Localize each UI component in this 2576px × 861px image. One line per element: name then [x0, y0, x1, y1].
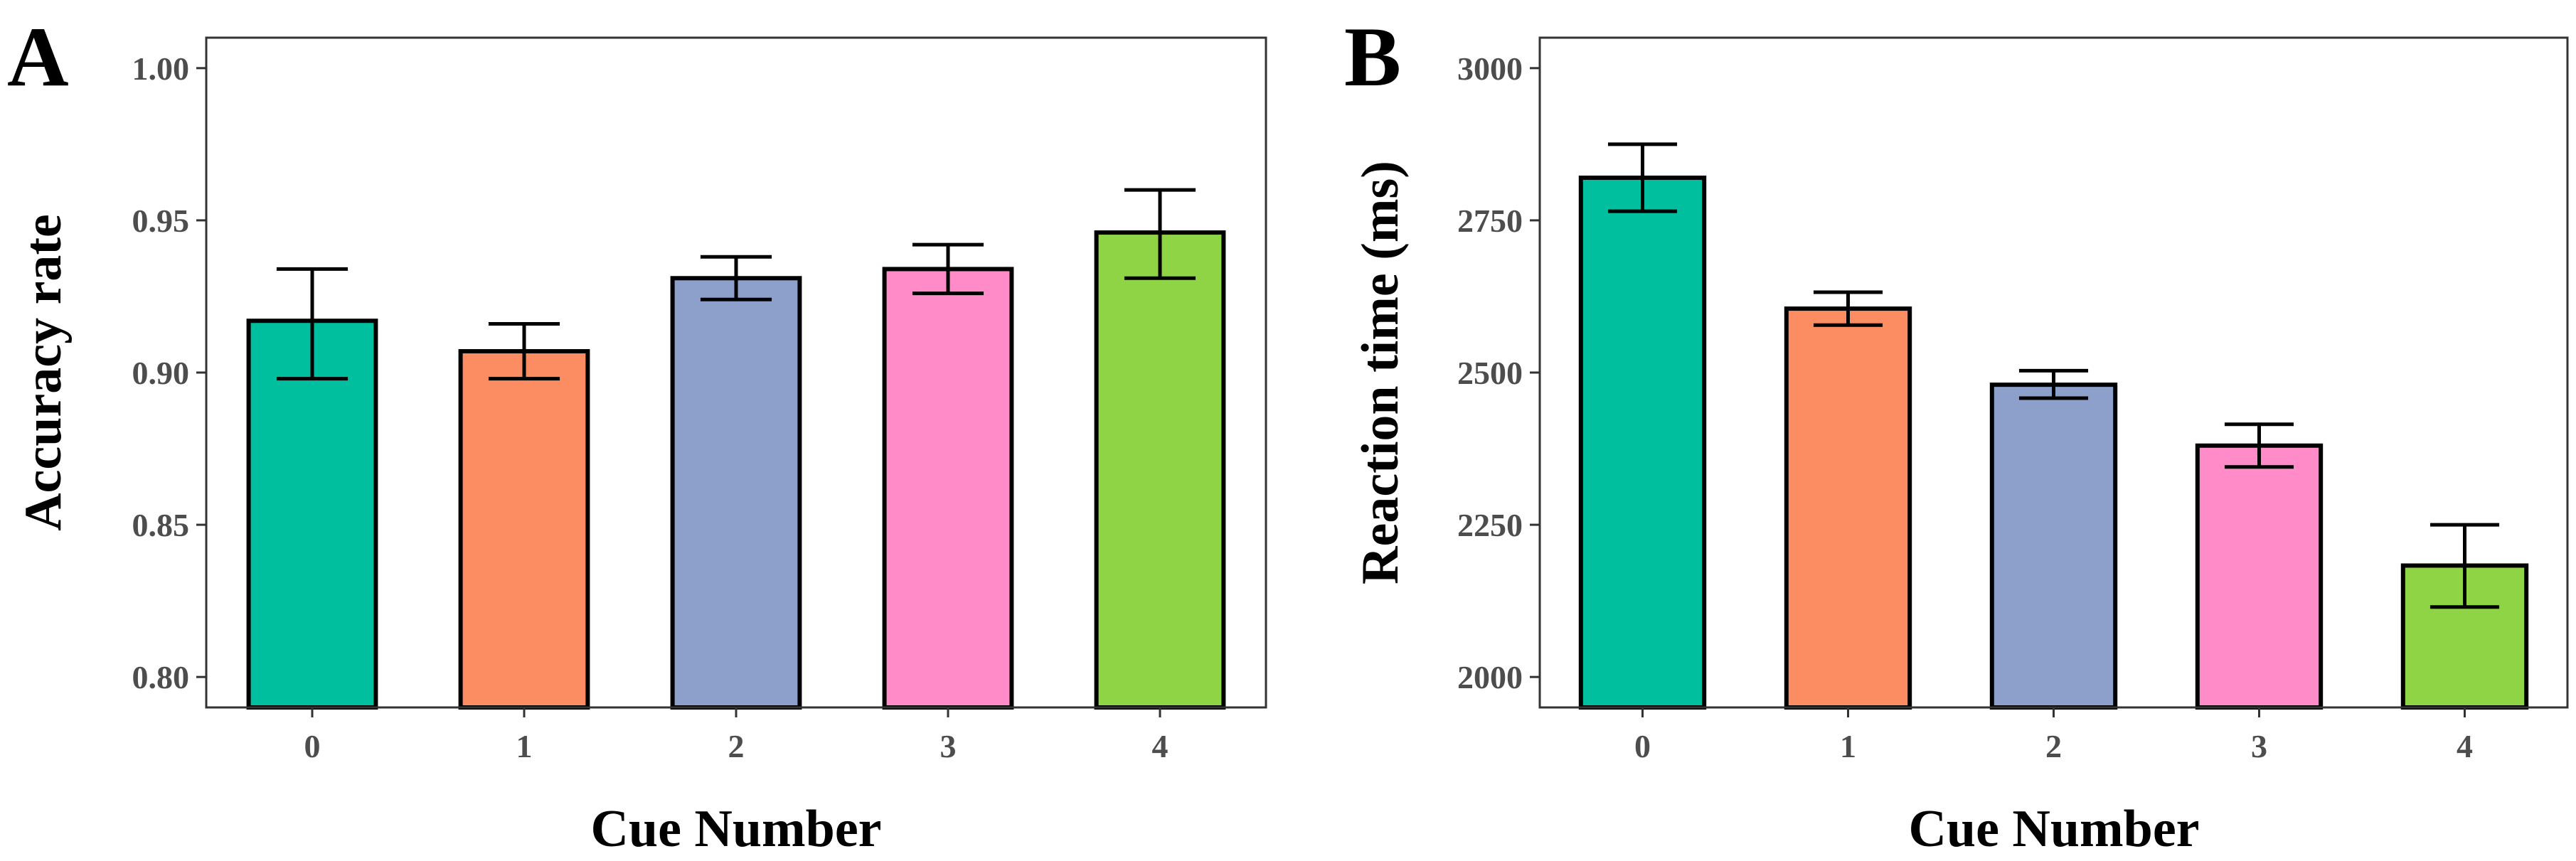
panel-a-letter: A	[7, 9, 69, 104]
bar-cue-2	[670, 276, 802, 710]
x-tick-label: 2	[728, 728, 745, 764]
error-bar-cue-0	[276, 267, 348, 381]
y-tick-label: 0.80	[132, 659, 190, 695]
panel-a-x-axis-title: Cue Number	[590, 800, 881, 858]
error-bar-cue-4	[1124, 188, 1196, 280]
panel-b-x-axis-title: Cue Number	[1908, 800, 2199, 858]
y-tick-label: 2250	[1457, 507, 1523, 543]
error-bar-cue-3	[912, 242, 984, 296]
error-bar-cue-2	[2018, 368, 2089, 400]
bar-cue-2	[1989, 383, 2118, 710]
error-bar-cue-0	[1607, 142, 1678, 213]
x-tick-label: 3	[940, 728, 957, 764]
error-bar-cue-1	[488, 321, 560, 381]
bar-cue-3	[2195, 443, 2324, 710]
bar-cue-0	[246, 319, 378, 710]
bar-cue-1	[1784, 306, 1912, 710]
error-bar-cue-2	[700, 255, 772, 301]
x-tick-label: 1	[1840, 728, 1856, 764]
bar-cue-3	[882, 267, 1014, 710]
x-tick-label: 0	[304, 728, 321, 764]
y-tick-label: 3000	[1457, 50, 1523, 87]
error-bar-cue-1	[1813, 290, 1883, 327]
panel-b-y-axis: 2000 2250 2500 2750 3000	[1457, 50, 1540, 695]
panel-a-y-axis-title: Accuracy rate	[14, 214, 73, 531]
y-tick-label: 2500	[1457, 355, 1523, 391]
x-tick-label: 4	[2457, 728, 2473, 764]
panel-b-error-bars	[1607, 142, 2500, 609]
panel-b-bars	[1578, 175, 2529, 710]
panel-a-error-bars	[276, 188, 1196, 381]
y-tick-label: 2000	[1457, 659, 1523, 695]
panel-a-bars	[246, 230, 1226, 710]
x-tick-label: 2	[2045, 728, 2062, 764]
error-bar-cue-3	[2224, 422, 2294, 469]
panel-b-x-axis: 0 1 2 3 4	[1634, 707, 2473, 764]
y-tick-label: 2750	[1457, 203, 1523, 239]
panel-a-y-axis: 0.80 0.85 0.90 0.95 1.00	[132, 50, 206, 695]
error-bar-cue-4	[2429, 523, 2500, 609]
bar-cue-1	[458, 349, 590, 710]
y-tick-label: 0.85	[132, 507, 190, 543]
bar-cue-4	[1094, 230, 1226, 710]
x-tick-label: 1	[516, 728, 533, 764]
panel-b-y-axis-title: Reaction time (ms)	[1351, 161, 1410, 584]
x-tick-label: 4	[1152, 728, 1169, 764]
bar-cue-0	[1578, 175, 1707, 710]
x-tick-label: 0	[1634, 728, 1651, 764]
y-tick-label: 0.95	[132, 203, 190, 239]
panel-b-letter: B	[1344, 9, 1401, 104]
y-tick-label: 0.90	[132, 355, 190, 391]
x-tick-label: 3	[2251, 728, 2267, 764]
panel-a-x-axis: 0 1 2 3 4	[304, 707, 1169, 764]
y-tick-label: 1.00	[132, 50, 190, 87]
